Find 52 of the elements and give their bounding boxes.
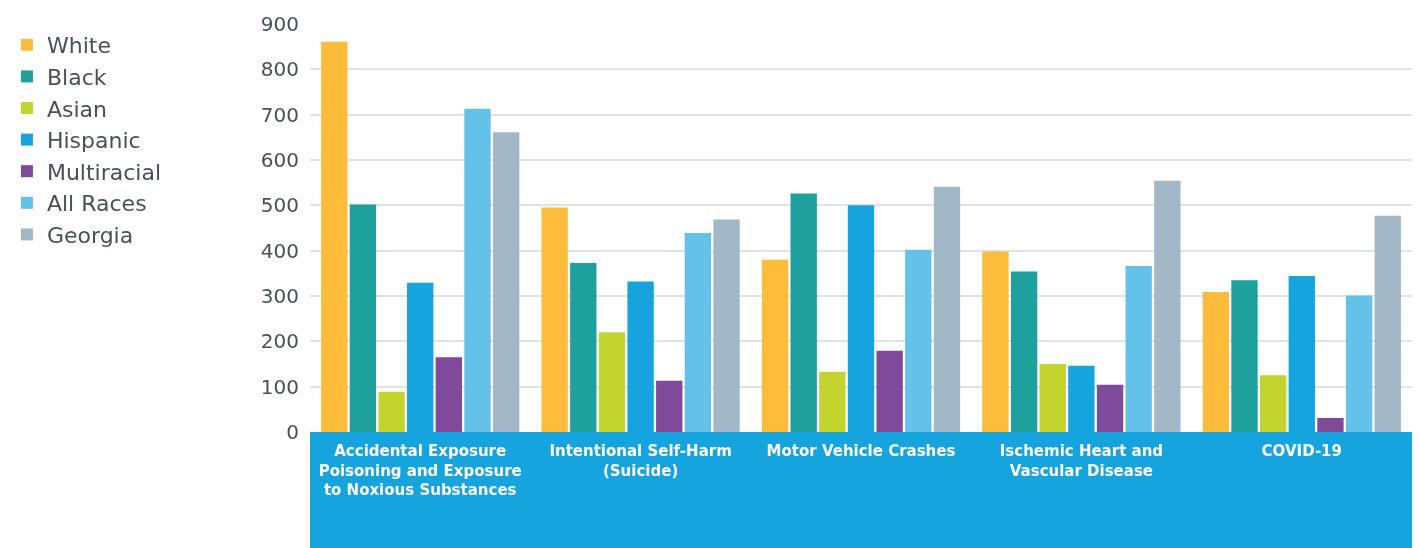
bar [378,391,405,432]
legend-label: White [46,33,111,59]
legend-label: All Races [46,191,147,217]
bar [492,132,520,432]
legend-label: Black [46,64,107,90]
x-tick-label: Motor Vehicle Crashes [766,442,956,460]
bar [819,371,846,432]
y-tick-label: 200 [260,329,299,354]
x-tick-label: Intentional Self-Harm (Suicide) [549,442,732,480]
y-tick-label: 0 [286,420,299,444]
y-tick-label: 500 [260,193,299,218]
bar [761,259,789,432]
bar [982,251,1009,432]
y-tick-label: 300 [260,284,299,308]
bar [1039,364,1066,432]
x-tick-label: COVID-19 [1261,442,1342,460]
y-tick-label: 700 [260,102,299,127]
bar [933,186,961,432]
bar [713,219,740,432]
legend-label: Hispanic [46,128,141,154]
bar [905,249,932,432]
x-tick-label: Ischemic Heart and Vascular Disease [999,442,1164,480]
bar [1202,291,1230,432]
bar [1010,271,1038,432]
bar [1096,384,1124,432]
y-tick-label: 900 [260,12,299,36]
bar [1154,180,1181,432]
legend-label: Multiracial [46,159,162,185]
bar [1374,215,1401,432]
bar [1259,375,1287,432]
legend-label: Asian [46,96,108,122]
bar [464,108,491,432]
bar [570,262,597,432]
bar [1125,266,1152,432]
bar [790,193,817,432]
bar [1231,280,1258,432]
bar [541,207,568,432]
bar [1345,295,1373,432]
y-tick-label: 800 [260,57,299,82]
bar [321,41,348,432]
bar [1317,417,1344,432]
bar [598,332,626,432]
y-tick-label: 400 [260,238,299,263]
y-tick-label: 600 [260,148,299,172]
bar [435,357,463,432]
bar [684,232,712,432]
bar [656,380,683,432]
y-tick-label: 100 [260,374,299,399]
bar [349,204,377,432]
x-tick-label: Accidental Exposure Poisoning and Exposure to Noxious Substances [318,442,522,499]
legend-label: Georgia [46,222,134,248]
bar [876,350,903,432]
